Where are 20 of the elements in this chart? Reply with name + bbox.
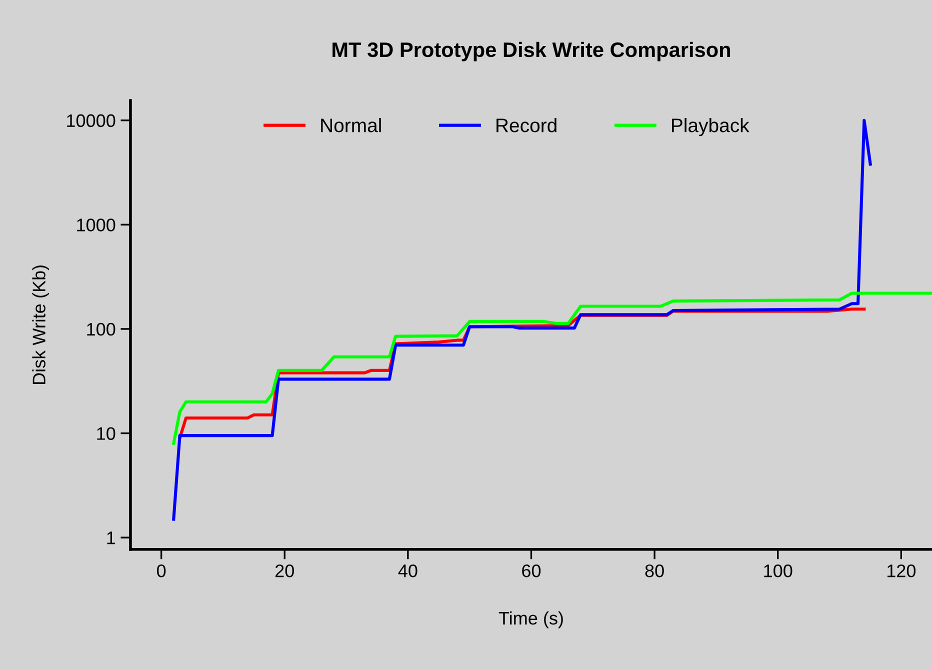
x-tick-label: 60 (522, 564, 541, 578)
legend-label: Normal (321, 118, 381, 132)
legend-label: Playback (672, 118, 750, 136)
y-tick-label: 1 (107, 532, 116, 544)
y-tick-label: 100 (87, 322, 116, 336)
x-tick-label: 80 (645, 564, 664, 578)
y-tick-label: 10 (97, 427, 116, 440)
x-tick-label: 100 (764, 564, 792, 578)
x-tick-label: 20 (275, 564, 294, 578)
x-tick-label: 120 (887, 564, 916, 578)
legend-label: Record (496, 118, 556, 132)
line-series (172, 118, 872, 521)
x-tick-label: 0 (156, 564, 166, 578)
x-axis-title: Time (s) (498, 611, 563, 628)
x-tick-label: 40 (398, 564, 418, 578)
line-series (172, 292, 932, 445)
chart-title: MT 3D Prototype Disk Write Comparison (332, 42, 730, 62)
y-tick-label: 1000 (77, 218, 116, 232)
y-axis-title: Disk Write (Kb) (32, 266, 50, 384)
y-tick-label: 10000 (67, 114, 116, 128)
